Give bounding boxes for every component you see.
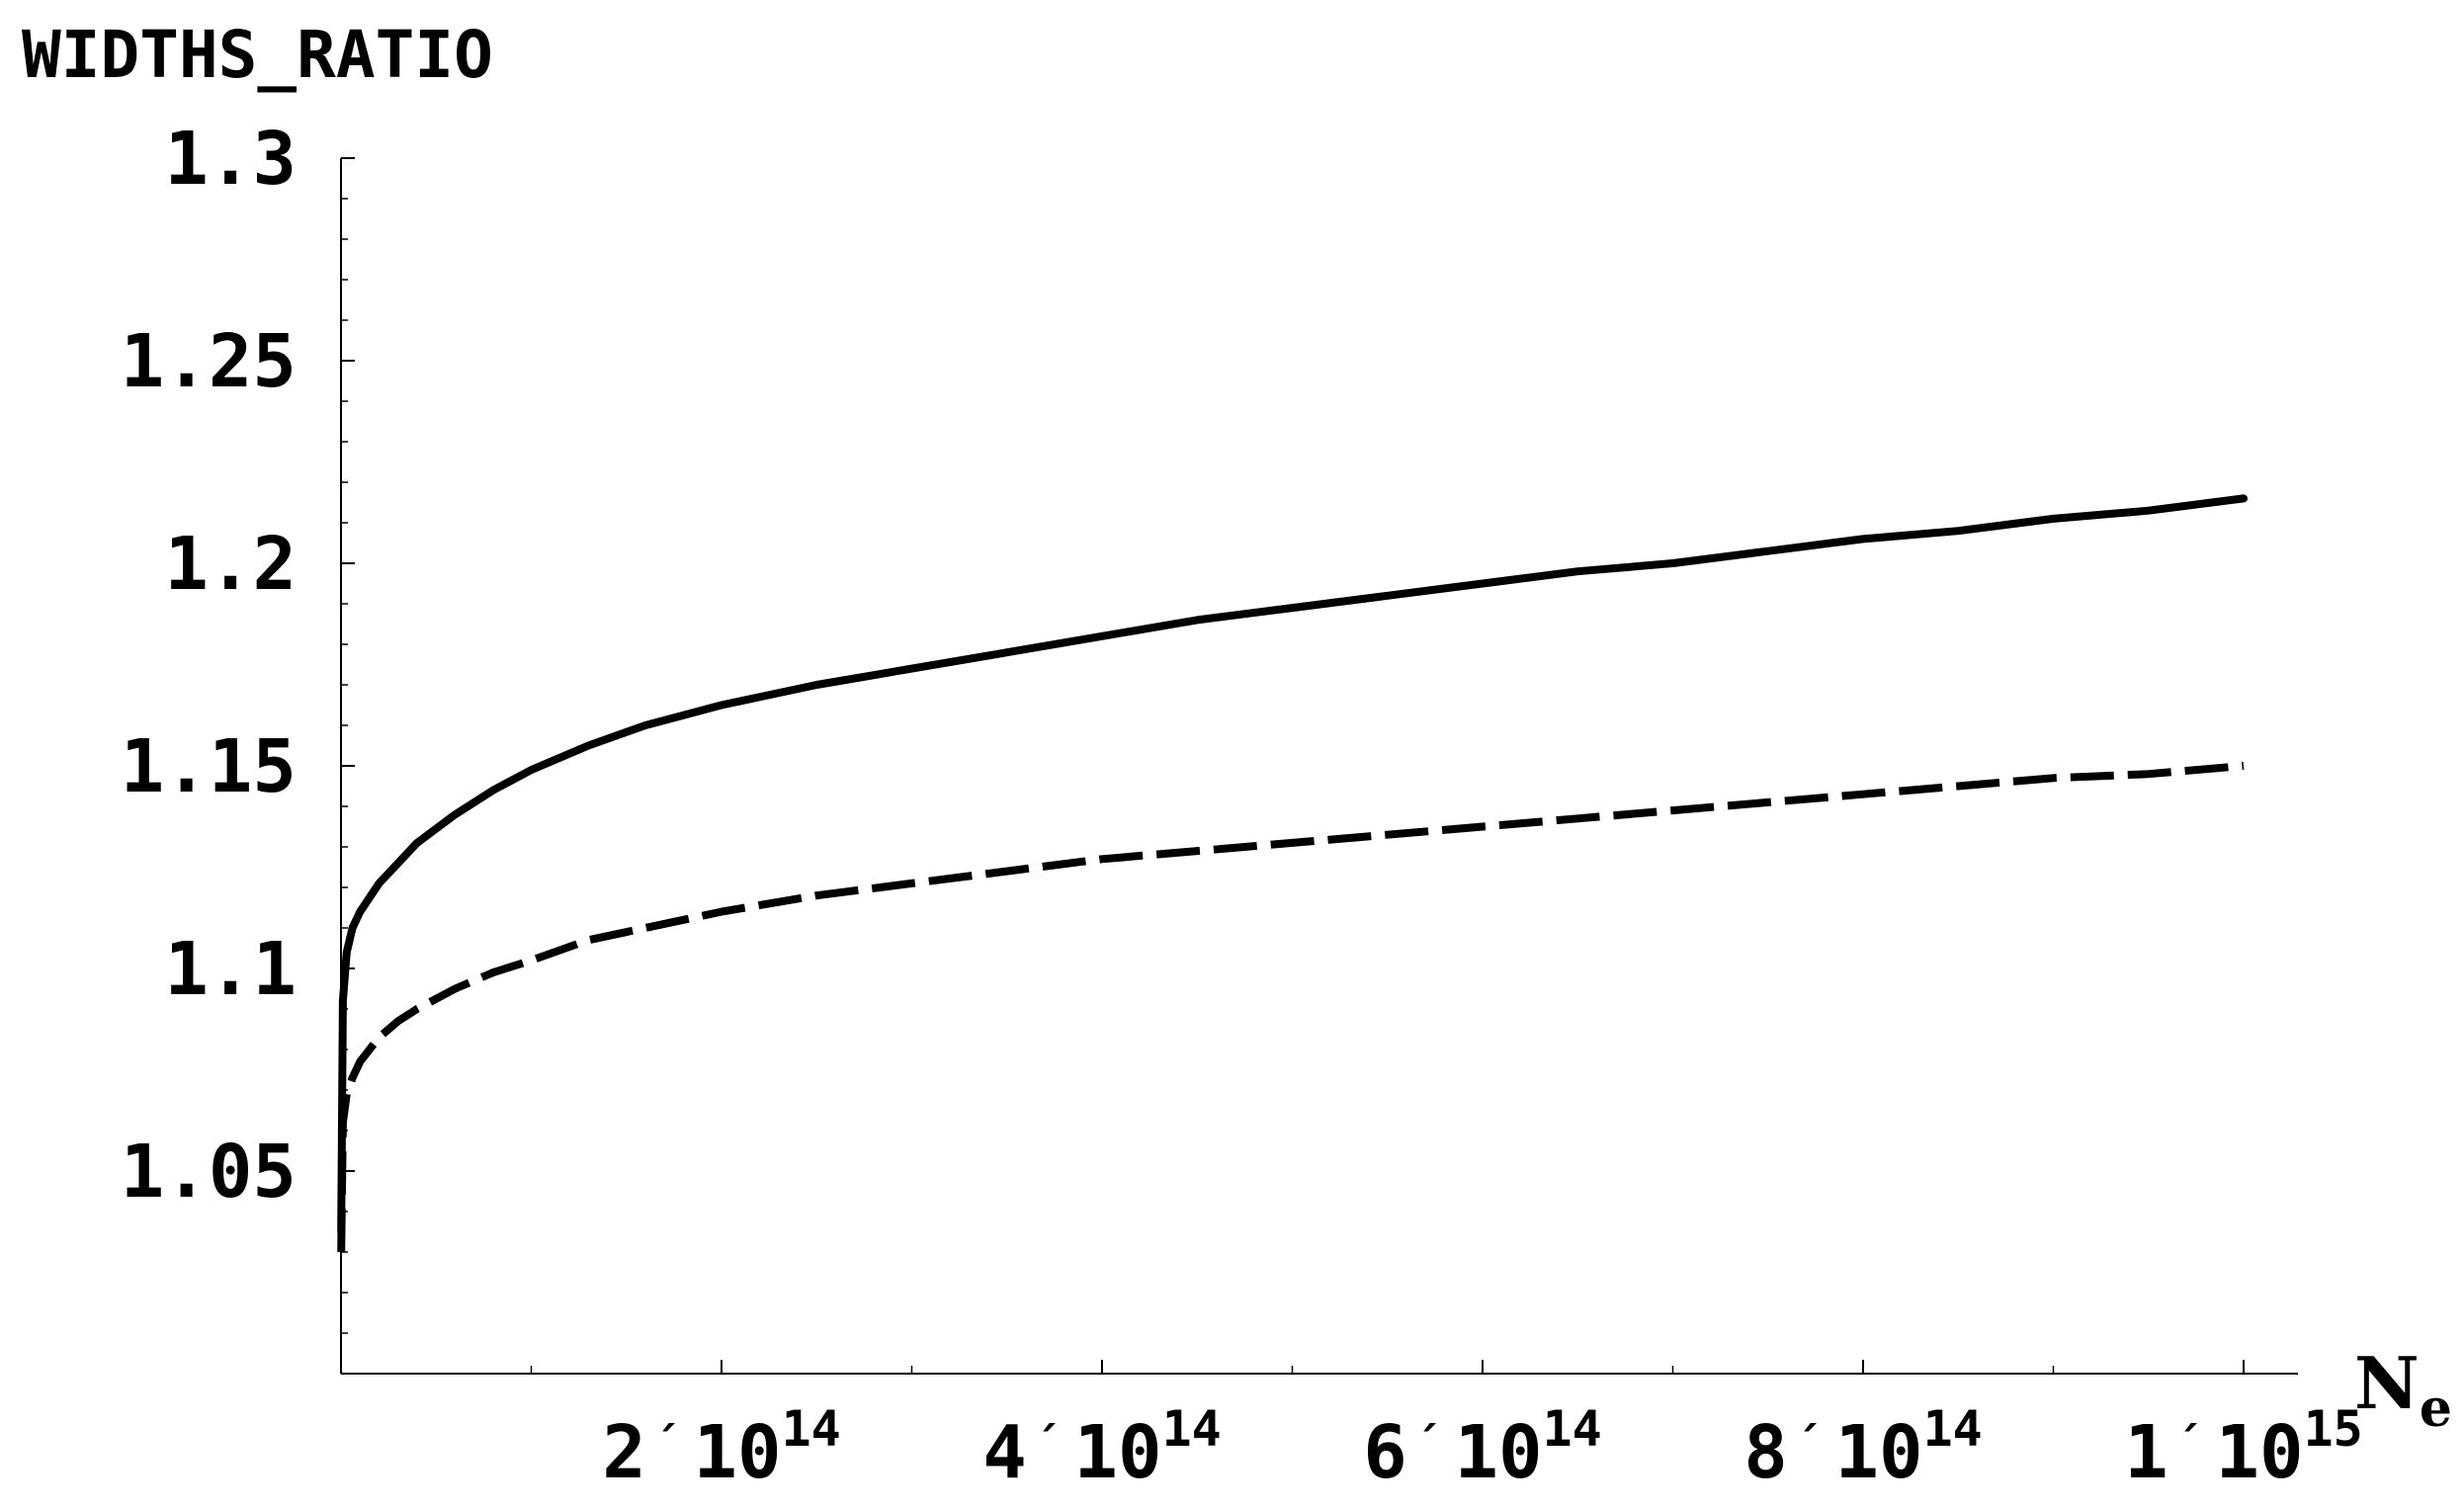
x-tick-label: 6 ´ 1014 [1363, 1400, 1602, 1495]
y-tick-label: 1.3 [164, 117, 297, 202]
x-axis-title: Ne [2354, 1341, 2452, 1439]
x-tick-label: 4 ´ 1014 [982, 1400, 1222, 1495]
y-tick-label: 1.25 [121, 319, 297, 404]
x-tick-label: 2 ´ 1014 [602, 1400, 841, 1495]
x-tick-label: 1 ´ 1015 [2124, 1400, 2363, 1495]
y-tick-label: 1.1 [164, 927, 297, 1012]
x-tick-label: 8 ´ 1014 [1743, 1400, 1983, 1495]
solid-series-line [337, 494, 2248, 1236]
axes [340, 158, 2298, 1375]
y-tick-label: 1.2 [164, 522, 297, 607]
y-axis-title: WIDTHS_RATIO [22, 17, 493, 93]
tick-labels: 1.05 1.1 1.15 1.2 1.25 1.3 2 ´ 1014 4 ´ 1014 6 ´ 1014 8… [121, 117, 2363, 1495]
ticks [341, 157, 2245, 1374]
y-tick-label: 1.05 [121, 1130, 297, 1215]
dashed-series-line [337, 762, 2245, 1253]
x-axis-title-main: N [2354, 1341, 2420, 1425]
series-lines [337, 494, 2248, 1253]
y-tick-label: 1.15 [121, 724, 297, 809]
x-axis-title-sub: e [2420, 1379, 2452, 1439]
